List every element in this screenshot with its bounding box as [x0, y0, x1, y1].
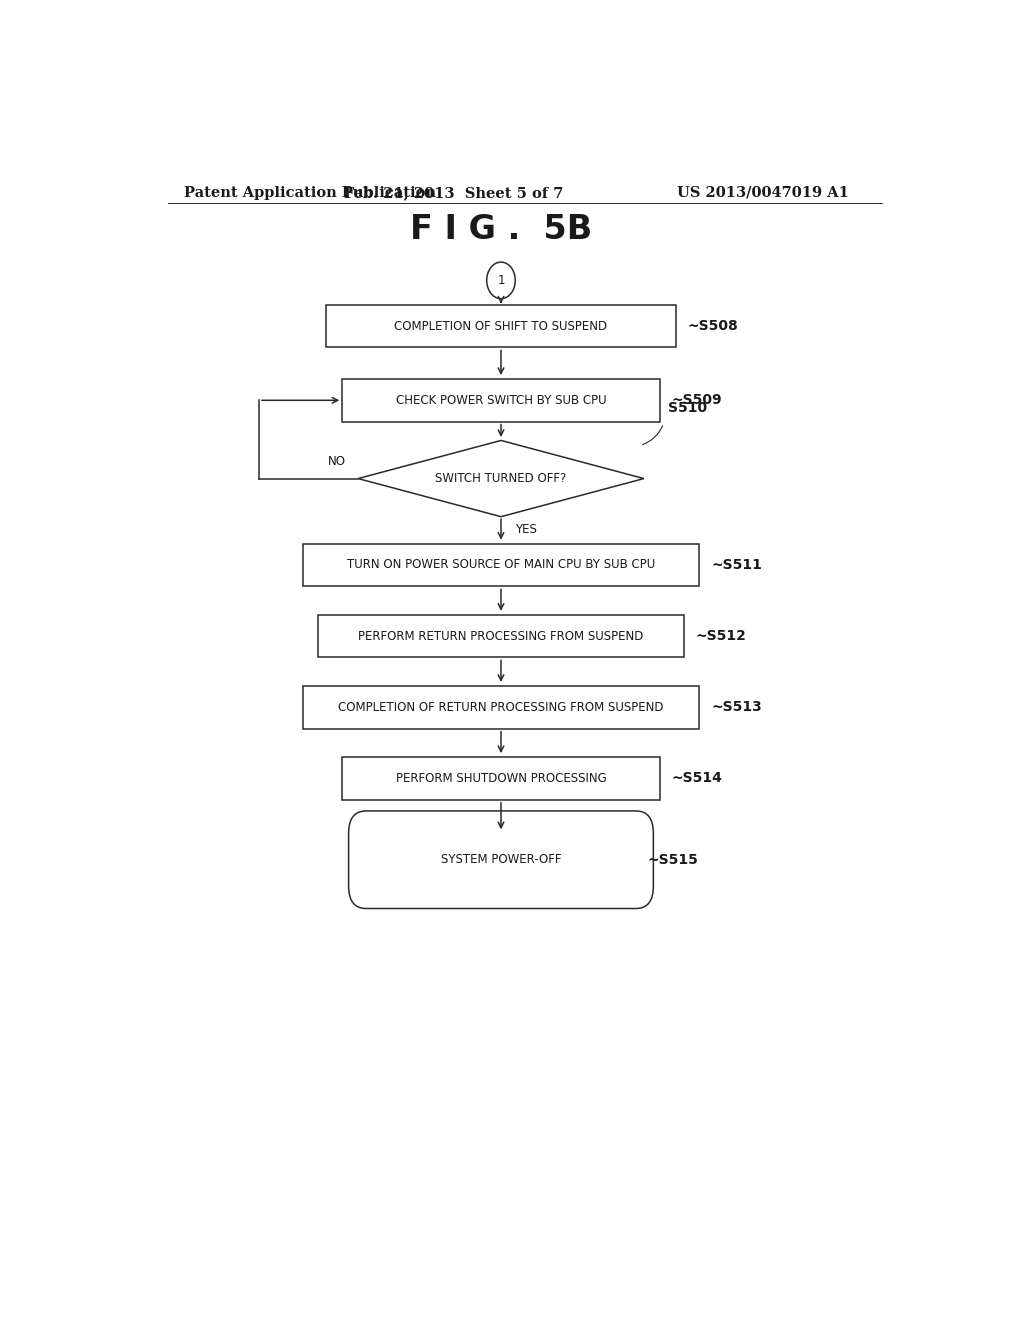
- Text: ~S515: ~S515: [648, 853, 698, 867]
- Text: ~S512: ~S512: [695, 630, 746, 643]
- FancyBboxPatch shape: [318, 615, 684, 657]
- Text: SYSTEM POWER-OFF: SYSTEM POWER-OFF: [440, 853, 561, 866]
- Text: 1: 1: [498, 273, 505, 286]
- Text: Patent Application Publication: Patent Application Publication: [183, 186, 435, 199]
- FancyBboxPatch shape: [303, 544, 699, 586]
- Circle shape: [486, 263, 515, 298]
- Text: SWITCH TURNED OFF?: SWITCH TURNED OFF?: [435, 473, 566, 484]
- Text: F I G .  5B: F I G . 5B: [410, 213, 592, 246]
- FancyBboxPatch shape: [348, 810, 653, 908]
- Text: S510: S510: [668, 401, 707, 414]
- Text: ~S508: ~S508: [687, 319, 738, 333]
- Text: YES: YES: [515, 523, 538, 536]
- FancyBboxPatch shape: [342, 758, 659, 800]
- Text: US 2013/0047019 A1: US 2013/0047019 A1: [677, 186, 849, 199]
- FancyBboxPatch shape: [303, 686, 699, 729]
- Text: ~S511: ~S511: [712, 558, 762, 572]
- Polygon shape: [358, 441, 644, 516]
- Text: PERFORM RETURN PROCESSING FROM SUSPEND: PERFORM RETURN PROCESSING FROM SUSPEND: [358, 630, 644, 643]
- Text: COMPLETION OF SHIFT TO SUSPEND: COMPLETION OF SHIFT TO SUSPEND: [394, 319, 607, 333]
- FancyBboxPatch shape: [342, 379, 659, 421]
- Text: PERFORM SHUTDOWN PROCESSING: PERFORM SHUTDOWN PROCESSING: [395, 772, 606, 785]
- Text: TURN ON POWER SOURCE OF MAIN CPU BY SUB CPU: TURN ON POWER SOURCE OF MAIN CPU BY SUB …: [347, 558, 655, 572]
- FancyBboxPatch shape: [327, 305, 676, 347]
- Text: ~S514: ~S514: [672, 771, 723, 785]
- Text: CHECK POWER SWITCH BY SUB CPU: CHECK POWER SWITCH BY SUB CPU: [395, 393, 606, 407]
- Text: COMPLETION OF RETURN PROCESSING FROM SUSPEND: COMPLETION OF RETURN PROCESSING FROM SUS…: [338, 701, 664, 714]
- Text: ~S509: ~S509: [672, 393, 722, 408]
- Text: ~S513: ~S513: [712, 700, 762, 714]
- Text: Feb. 21, 2013  Sheet 5 of 7: Feb. 21, 2013 Sheet 5 of 7: [344, 186, 563, 199]
- Text: NO: NO: [329, 455, 346, 469]
